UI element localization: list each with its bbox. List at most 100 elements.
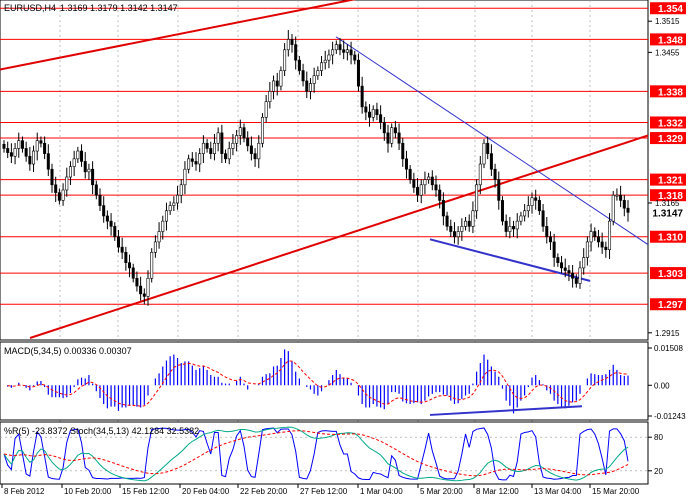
time-tick-label: 27 Feb 12:00: [300, 487, 348, 496]
stochastic-axis: 80 20: [648, 433, 663, 476]
level-label: 1.310: [658, 233, 683, 244]
candle-body: [331, 49, 335, 56]
stochastic-tick-label: 20: [654, 467, 663, 476]
price-tick-label: 1.3165: [655, 199, 680, 208]
time-tick-label: 5 Mar 20:00: [420, 487, 463, 496]
candle-body: [50, 168, 54, 186]
candle-body: [61, 189, 65, 201]
candle-body: [571, 272, 575, 279]
candle-body: [294, 44, 298, 61]
candle-body: [39, 140, 43, 144]
candle-body: [608, 220, 612, 251]
price-panel[interactable]: 1.354 1.348 1.338 1.332 1.329 1.321 1.318 1.310…: [0, 0, 686, 484]
candle-body: [371, 109, 375, 118]
candle-body: [91, 168, 95, 186]
candle-body: [83, 161, 87, 173]
macd-tick-label: 0.01508: [654, 344, 683, 353]
level-label: 1.303: [658, 269, 683, 280]
candle-body: [312, 75, 316, 84]
candle-body: [345, 49, 349, 53]
candle-body: [283, 49, 287, 71]
candle-body: [434, 184, 438, 191]
candle-body: [563, 267, 567, 271]
candle-body: [286, 39, 290, 51]
candle-body: [80, 150, 84, 162]
candle-body: [323, 59, 327, 64]
stochastic-tick-label: 80: [654, 433, 663, 442]
candle-body: [235, 135, 239, 144]
candle-body: [596, 236, 600, 243]
candle-body: [556, 257, 560, 263]
candle-body: [9, 152, 13, 157]
candle-body: [353, 54, 357, 61]
candle-body: [482, 142, 486, 165]
macd-title: MACD(5,34,5) 0.00336 0.00307: [4, 346, 132, 356]
upper-channel-line: [0, 0, 357, 71]
candle-body: [216, 132, 220, 144]
candle-body: [128, 262, 132, 269]
candle-body: [297, 59, 301, 71]
candle-body: [257, 142, 261, 160]
level-badge: [650, 33, 686, 46]
price-tick-label: 1.3515: [655, 17, 680, 26]
time-tick-label: 15 Feb 12:00: [122, 487, 170, 496]
descending-resistance-line: [335, 36, 649, 245]
candle-body: [139, 285, 143, 295]
candle-body: [238, 127, 242, 136]
candle-body: [224, 153, 228, 160]
level-label: 1.332: [658, 118, 683, 129]
stochastic-title: %R(5) -23.8372 Stoch(34,5,13) 42.1284 32…: [4, 426, 199, 436]
candle-body: [131, 267, 135, 279]
candle-body: [560, 262, 564, 269]
time-tick-label: 10 Feb 20:00: [64, 487, 112, 496]
macd-tick-label: -0.01243: [654, 412, 686, 421]
candle-body: [249, 145, 253, 154]
candle-body: [493, 168, 497, 180]
macd-panel[interactable]: 0.01508 0.00 -0.01243 MACD(5,34,5) 0.00336…: [0, 341, 686, 421]
trend-lines: [0, 0, 649, 339]
candle-body: [113, 226, 117, 238]
candle-body: [515, 220, 519, 230]
candle-body: [523, 210, 527, 217]
price-axis: 1.354 1.348 1.338 1.332 1.329 1.321 1.318 1.310…: [648, 2, 686, 338]
candle-body: [545, 226, 549, 238]
candle-body: [611, 194, 615, 222]
candle-body: [416, 187, 420, 196]
candle-body: [364, 106, 368, 113]
candle-body: [512, 226, 516, 230]
macd-panel-frame: [0, 341, 649, 421]
level-label: 1.297: [658, 300, 683, 311]
candle-body: [183, 168, 187, 186]
candle-body: [146, 277, 150, 297]
candle-body: [209, 148, 213, 154]
candle-body: [68, 166, 72, 178]
candle-body: [205, 142, 209, 149]
candle-body: [179, 184, 183, 196]
time-tick-label: 8 Feb 2012: [4, 487, 45, 496]
candle-body: [327, 54, 331, 61]
candle-body: [157, 231, 161, 243]
candle-body: [534, 197, 538, 201]
candle-body: [290, 39, 294, 45]
level-badge: [650, 230, 686, 243]
level-label: 1.321: [658, 176, 683, 187]
candle-body: [57, 192, 61, 201]
candle-body: [194, 161, 198, 165]
candle-body: [600, 241, 604, 248]
level-badge: [650, 85, 686, 98]
candle-body: [375, 109, 379, 115]
candle-body: [76, 150, 80, 160]
candle-body: [526, 205, 530, 212]
macd-signal-line: [7, 360, 629, 407]
stochastic-signal-line: [3, 430, 629, 477]
ascending-support-line: [29, 134, 649, 339]
candle-body: [176, 194, 180, 204]
candle-body: [231, 142, 235, 149]
candle-body: [397, 132, 401, 144]
stochastic-panel[interactable]: 80 20 %R(5) -23.8372 Stoch(34,5,13) 42.12…: [0, 421, 663, 485]
candle-body: [548, 236, 552, 243]
symbol-header: EURUSD,H4 1.3169 1.3179 1.3142 1.3147: [4, 3, 178, 13]
horizontal-levels: [0, 7, 648, 305]
candle-body: [334, 44, 338, 51]
